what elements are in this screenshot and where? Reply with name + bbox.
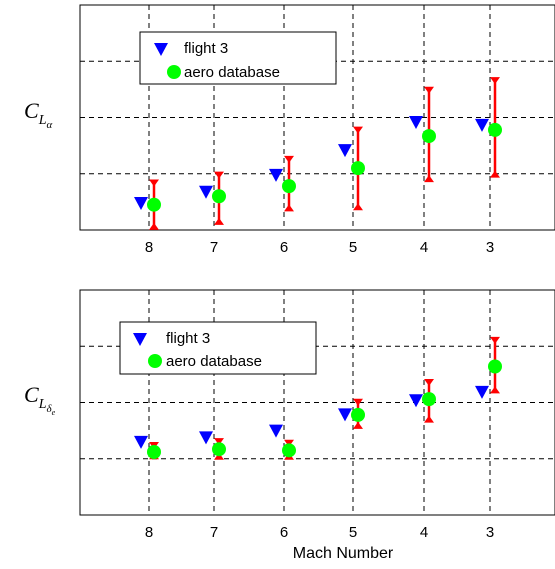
x-tick-label: 7	[210, 239, 218, 256]
series-flight-3	[134, 385, 489, 449]
x-tick-label: 7	[210, 524, 218, 541]
data-point-aero-database	[212, 189, 226, 204]
series-aero-database	[147, 122, 502, 212]
series-aero-database	[147, 359, 502, 459]
data-point-aero-database	[422, 129, 436, 144]
legend-label-flight-3: flight 3	[166, 330, 210, 347]
data-point-flight-3	[409, 116, 423, 129]
x-tick-label: 8	[145, 524, 153, 541]
legend-marker-flight-3	[133, 333, 147, 346]
legend-marker-aero-database	[148, 354, 162, 368]
data-point-aero-database	[351, 161, 365, 176]
x-tick-label: 6	[280, 524, 288, 541]
legend-label-aero-database: aero database	[184, 64, 280, 81]
data-point-flight-3	[338, 144, 352, 158]
legend-label-flight-3: flight 3	[184, 40, 228, 57]
data-point-flight-3	[199, 431, 213, 445]
data-point-flight-3	[475, 385, 489, 399]
x-tick-label: 4	[420, 239, 428, 256]
data-point-flight-3	[134, 197, 148, 210]
data-point-aero-database	[488, 359, 502, 374]
data-point-flight-3	[269, 168, 283, 182]
data-point-aero-database	[147, 197, 161, 212]
x-tick-label: 6	[280, 239, 288, 256]
data-point-flight-3	[134, 435, 148, 449]
data-point-flight-3	[269, 424, 283, 438]
y-axis-label: CLδe	[24, 382, 56, 417]
data-point-flight-3	[475, 118, 489, 132]
x-tick-label: 3	[486, 239, 494, 256]
x-tick-labels: 8 7 6 5 4 3	[145, 239, 494, 256]
data-point-aero-database	[282, 179, 296, 194]
x-tick-label: 5	[349, 239, 357, 256]
x-tick-label: 3	[486, 524, 494, 541]
y-axis-label: CLα	[24, 98, 52, 131]
data-point-aero-database	[282, 443, 296, 458]
legend-label-aero-database: aero database	[166, 353, 262, 370]
x-tick-labels: 8 7 6 5 4 3	[145, 524, 494, 541]
legend: flight 3 aero database	[119, 321, 317, 375]
x-tick-label: 8	[145, 239, 153, 256]
data-point-aero-database	[212, 442, 226, 457]
series-flight-3	[134, 116, 489, 210]
data-point-aero-database	[147, 445, 161, 459]
data-point-flight-3	[338, 408, 352, 422]
legend-marker-flight-3	[154, 43, 168, 56]
x-tick-label: 4	[420, 524, 428, 541]
panel-cl-delta-e: 8 7 6 5 4 3 flight 3 aero database CLδe Mach …	[24, 289, 555, 562]
data-point-aero-database	[351, 407, 365, 422]
data-point-aero-database	[422, 392, 436, 407]
legend-marker-aero-database	[167, 65, 181, 79]
legend: flight 3 aero database	[139, 31, 337, 85]
data-point-flight-3	[409, 394, 423, 408]
data-point-flight-3	[199, 185, 213, 199]
x-axis-label: Mach Number	[293, 545, 394, 562]
panel-cl-alpha: 8 7 6 5 4 3 flight 3 aero database CLα	[24, 4, 555, 256]
data-point-aero-database	[488, 122, 502, 137]
x-tick-label: 5	[349, 524, 357, 541]
